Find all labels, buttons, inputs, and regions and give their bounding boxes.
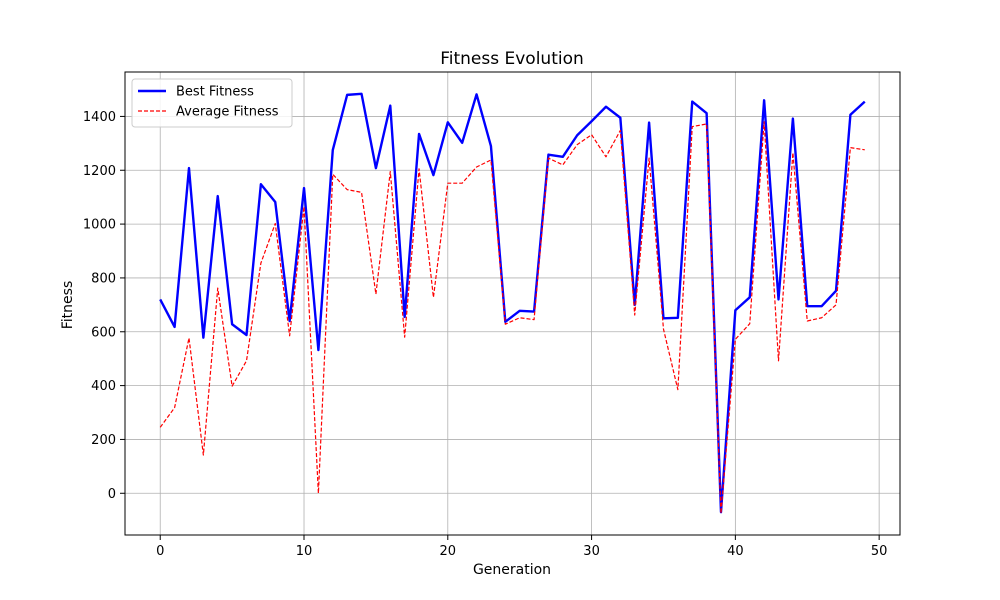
legend-label: Best Fitness	[176, 85, 254, 100]
y-tick-label: 400	[91, 379, 116, 394]
plot-area: 0 10 20 30 40 50 0 200 400 600 800 1000 1200 1400	[83, 71, 901, 559]
x-tick-label: 0	[156, 544, 164, 559]
legend-box	[131, 78, 293, 128]
legend: Best Fitness Average Fitness	[131, 78, 293, 128]
x-tick-label: 20	[440, 544, 457, 559]
chart-title: Fitness Evolution	[440, 49, 584, 69]
y-tick-label: 800	[91, 271, 116, 286]
x-tick-label: 40	[727, 544, 744, 559]
x-tick-label: 50	[871, 544, 888, 559]
y-tick-label: 1400	[83, 110, 116, 125]
y-tick-label: 200	[91, 433, 116, 448]
y-tick-label: 0	[108, 487, 116, 502]
y-tick-label: 1200	[83, 164, 116, 179]
y-tick-label: 1000	[83, 218, 116, 233]
series-line-average-fitness	[159, 121, 865, 515]
y-axis-label: Fitness	[60, 281, 76, 330]
x-axis-label: Generation	[473, 562, 551, 578]
series-line-best-fitness	[159, 92, 866, 514]
legend-label: Average Fitness	[176, 105, 279, 120]
y-tick-label: 600	[91, 325, 116, 340]
axes-frame	[124, 71, 901, 536]
x-tick-label: 30	[583, 544, 600, 559]
x-tick-label: 10	[296, 544, 313, 559]
